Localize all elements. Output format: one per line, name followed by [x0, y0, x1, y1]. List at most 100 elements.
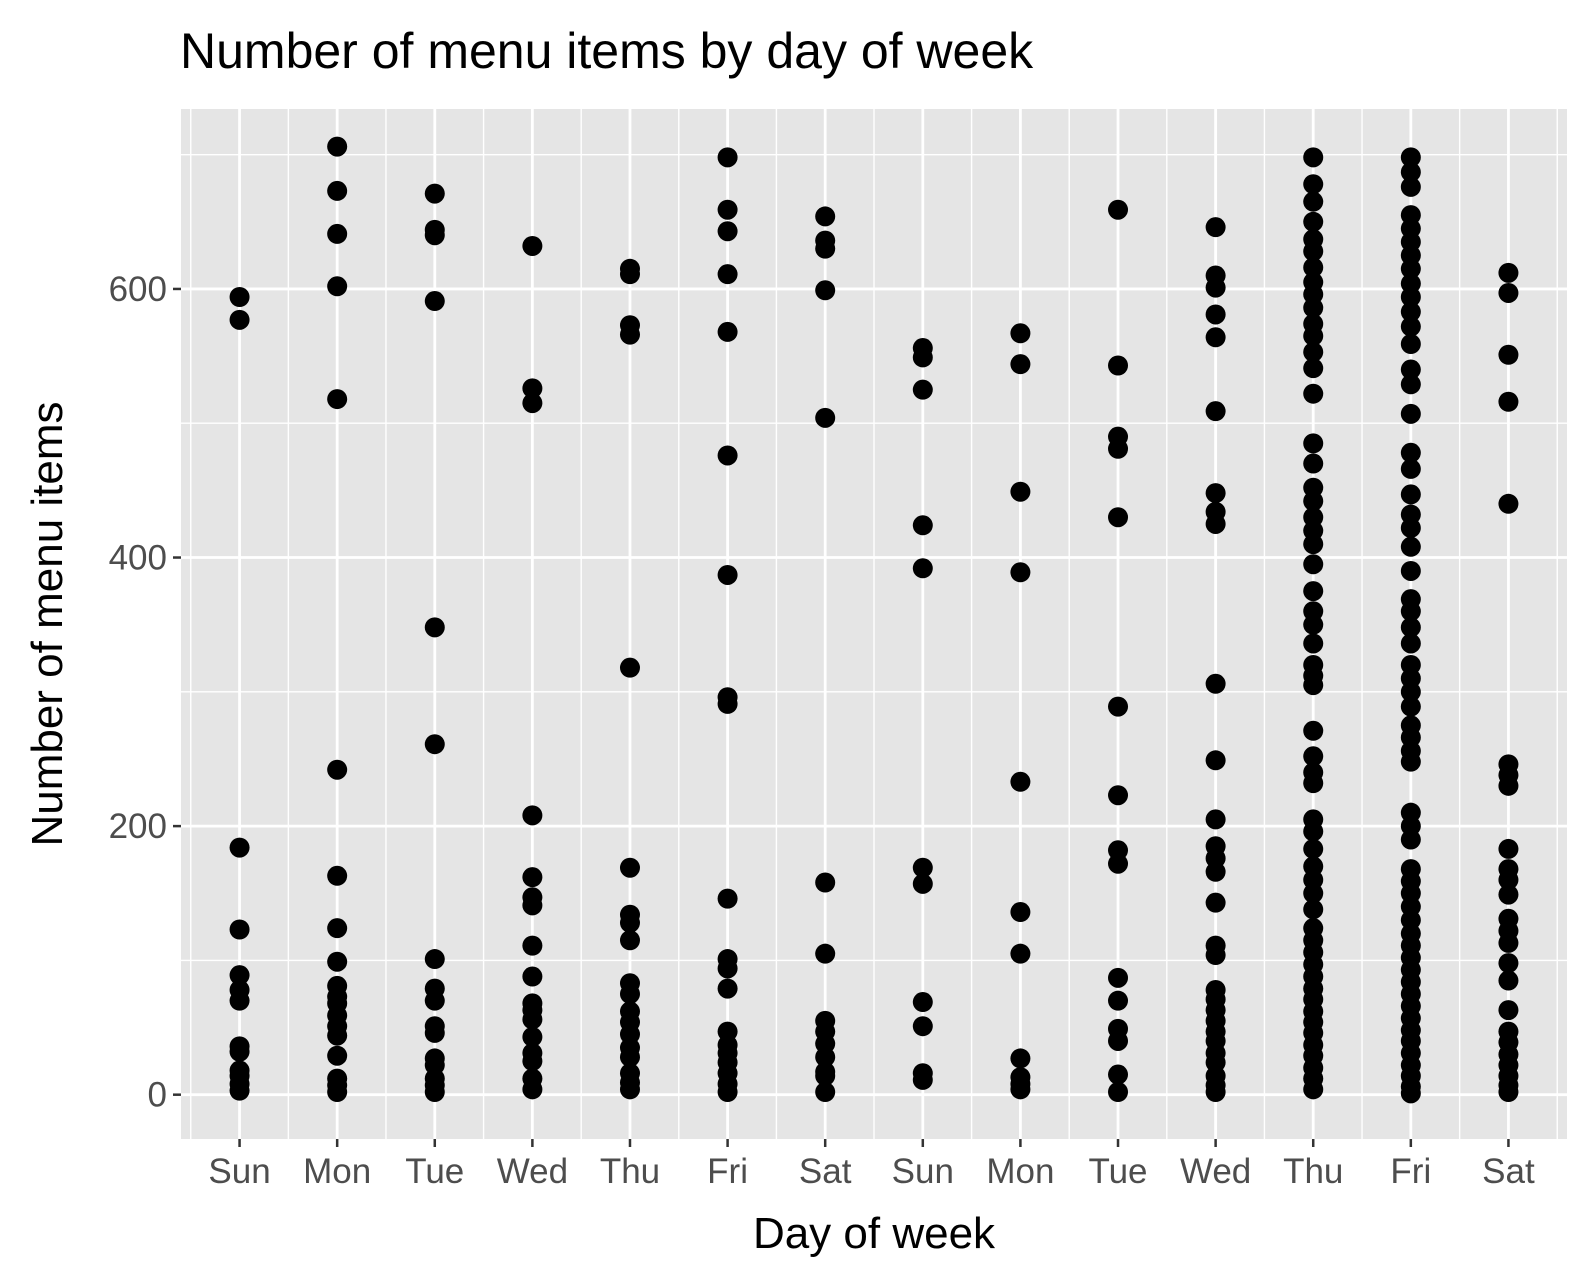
data-point	[1498, 344, 1519, 365]
x-tick-label: Fri	[707, 1152, 748, 1191]
data-point	[815, 280, 836, 301]
x-tick-label: Tue	[1089, 1152, 1148, 1191]
data-point	[1303, 633, 1324, 654]
data-point	[327, 951, 348, 972]
x-tick-label: Sun	[208, 1152, 270, 1191]
data-point	[1010, 771, 1031, 792]
data-point	[1303, 675, 1324, 696]
data-point	[912, 515, 933, 536]
data-point	[1400, 162, 1421, 183]
data-point	[1303, 174, 1324, 195]
data-point	[717, 564, 738, 585]
data-point	[327, 865, 348, 886]
data-point	[229, 837, 250, 858]
data-point	[1498, 1000, 1519, 1021]
data-point	[327, 1081, 348, 1102]
data-point	[1498, 391, 1519, 412]
data-point	[1205, 483, 1226, 504]
data-point	[424, 990, 445, 1011]
data-point	[619, 264, 640, 285]
data-point	[815, 238, 836, 259]
data-point	[1303, 491, 1324, 512]
data-point	[1108, 696, 1129, 717]
data-point	[1303, 297, 1324, 318]
data-point	[1400, 751, 1421, 772]
data-point	[717, 445, 738, 466]
data-point	[717, 958, 738, 979]
data-point	[1303, 325, 1324, 346]
data-point	[1303, 614, 1324, 635]
data-point	[815, 407, 836, 428]
data-point	[912, 379, 933, 400]
data-point	[1108, 355, 1129, 376]
data-point	[1108, 785, 1129, 806]
data-point	[1205, 217, 1226, 238]
data-point	[619, 657, 640, 678]
data-point	[619, 912, 640, 933]
data-point	[1303, 433, 1324, 454]
x-tick-label: Sat	[1482, 1152, 1535, 1191]
data-point	[327, 918, 348, 939]
data-point	[1205, 304, 1226, 325]
data-point	[1400, 617, 1421, 638]
minor-gridlines	[181, 109, 1567, 1139]
data-point	[1205, 945, 1226, 966]
data-point	[1303, 257, 1324, 278]
data-point	[1303, 147, 1324, 168]
data-point	[1303, 241, 1324, 262]
data-point	[229, 919, 250, 940]
x-axis-title: Day of week	[753, 1209, 996, 1258]
data-point	[619, 1047, 640, 1068]
data-point	[522, 867, 543, 888]
data-point	[424, 225, 445, 246]
data-point	[912, 1069, 933, 1090]
data-point	[619, 983, 640, 1004]
x-tick-label: Mon	[303, 1152, 371, 1191]
data-point	[522, 1051, 543, 1072]
data-point	[717, 1081, 738, 1102]
data-point	[229, 965, 250, 986]
data-point	[1498, 493, 1519, 514]
data-point	[1010, 943, 1031, 964]
data-point	[1400, 696, 1421, 717]
x-tick-label: Wed	[497, 1152, 568, 1191]
data-point	[522, 1009, 543, 1030]
data-point	[327, 223, 348, 244]
data-point	[1303, 534, 1324, 555]
data-point	[1108, 967, 1129, 988]
data-point	[1205, 892, 1226, 913]
data-point	[717, 264, 738, 285]
data-point	[1303, 821, 1324, 842]
data-point	[522, 935, 543, 956]
data-point	[1400, 1083, 1421, 1104]
data-point	[522, 895, 543, 916]
data-point	[717, 693, 738, 714]
data-point	[1108, 990, 1129, 1011]
data-point	[522, 1079, 543, 1100]
data-point	[912, 992, 933, 1013]
data-point	[1498, 282, 1519, 303]
data-point	[1108, 438, 1129, 459]
x-tick-label: Thu	[600, 1152, 660, 1191]
data-point	[522, 966, 543, 987]
data-point	[424, 1081, 445, 1102]
data-point	[1400, 258, 1421, 279]
data-point	[1400, 536, 1421, 557]
data-point	[619, 1079, 640, 1100]
data-point	[424, 183, 445, 204]
data-point	[229, 309, 250, 330]
data-point	[424, 734, 445, 755]
data-point	[1303, 773, 1324, 794]
data-point	[1108, 1030, 1129, 1051]
y-tick-label: 400	[109, 539, 167, 578]
data-point	[1498, 970, 1519, 991]
data-point	[229, 1080, 250, 1101]
y-axis-title: Number of menu items	[23, 401, 72, 846]
data-point	[522, 378, 543, 399]
data-point	[1108, 507, 1129, 528]
data-point	[1010, 1079, 1031, 1100]
data-point	[1400, 484, 1421, 505]
data-point	[1303, 358, 1324, 379]
x-tick-label: Tue	[405, 1152, 464, 1191]
data-point	[1010, 354, 1031, 375]
